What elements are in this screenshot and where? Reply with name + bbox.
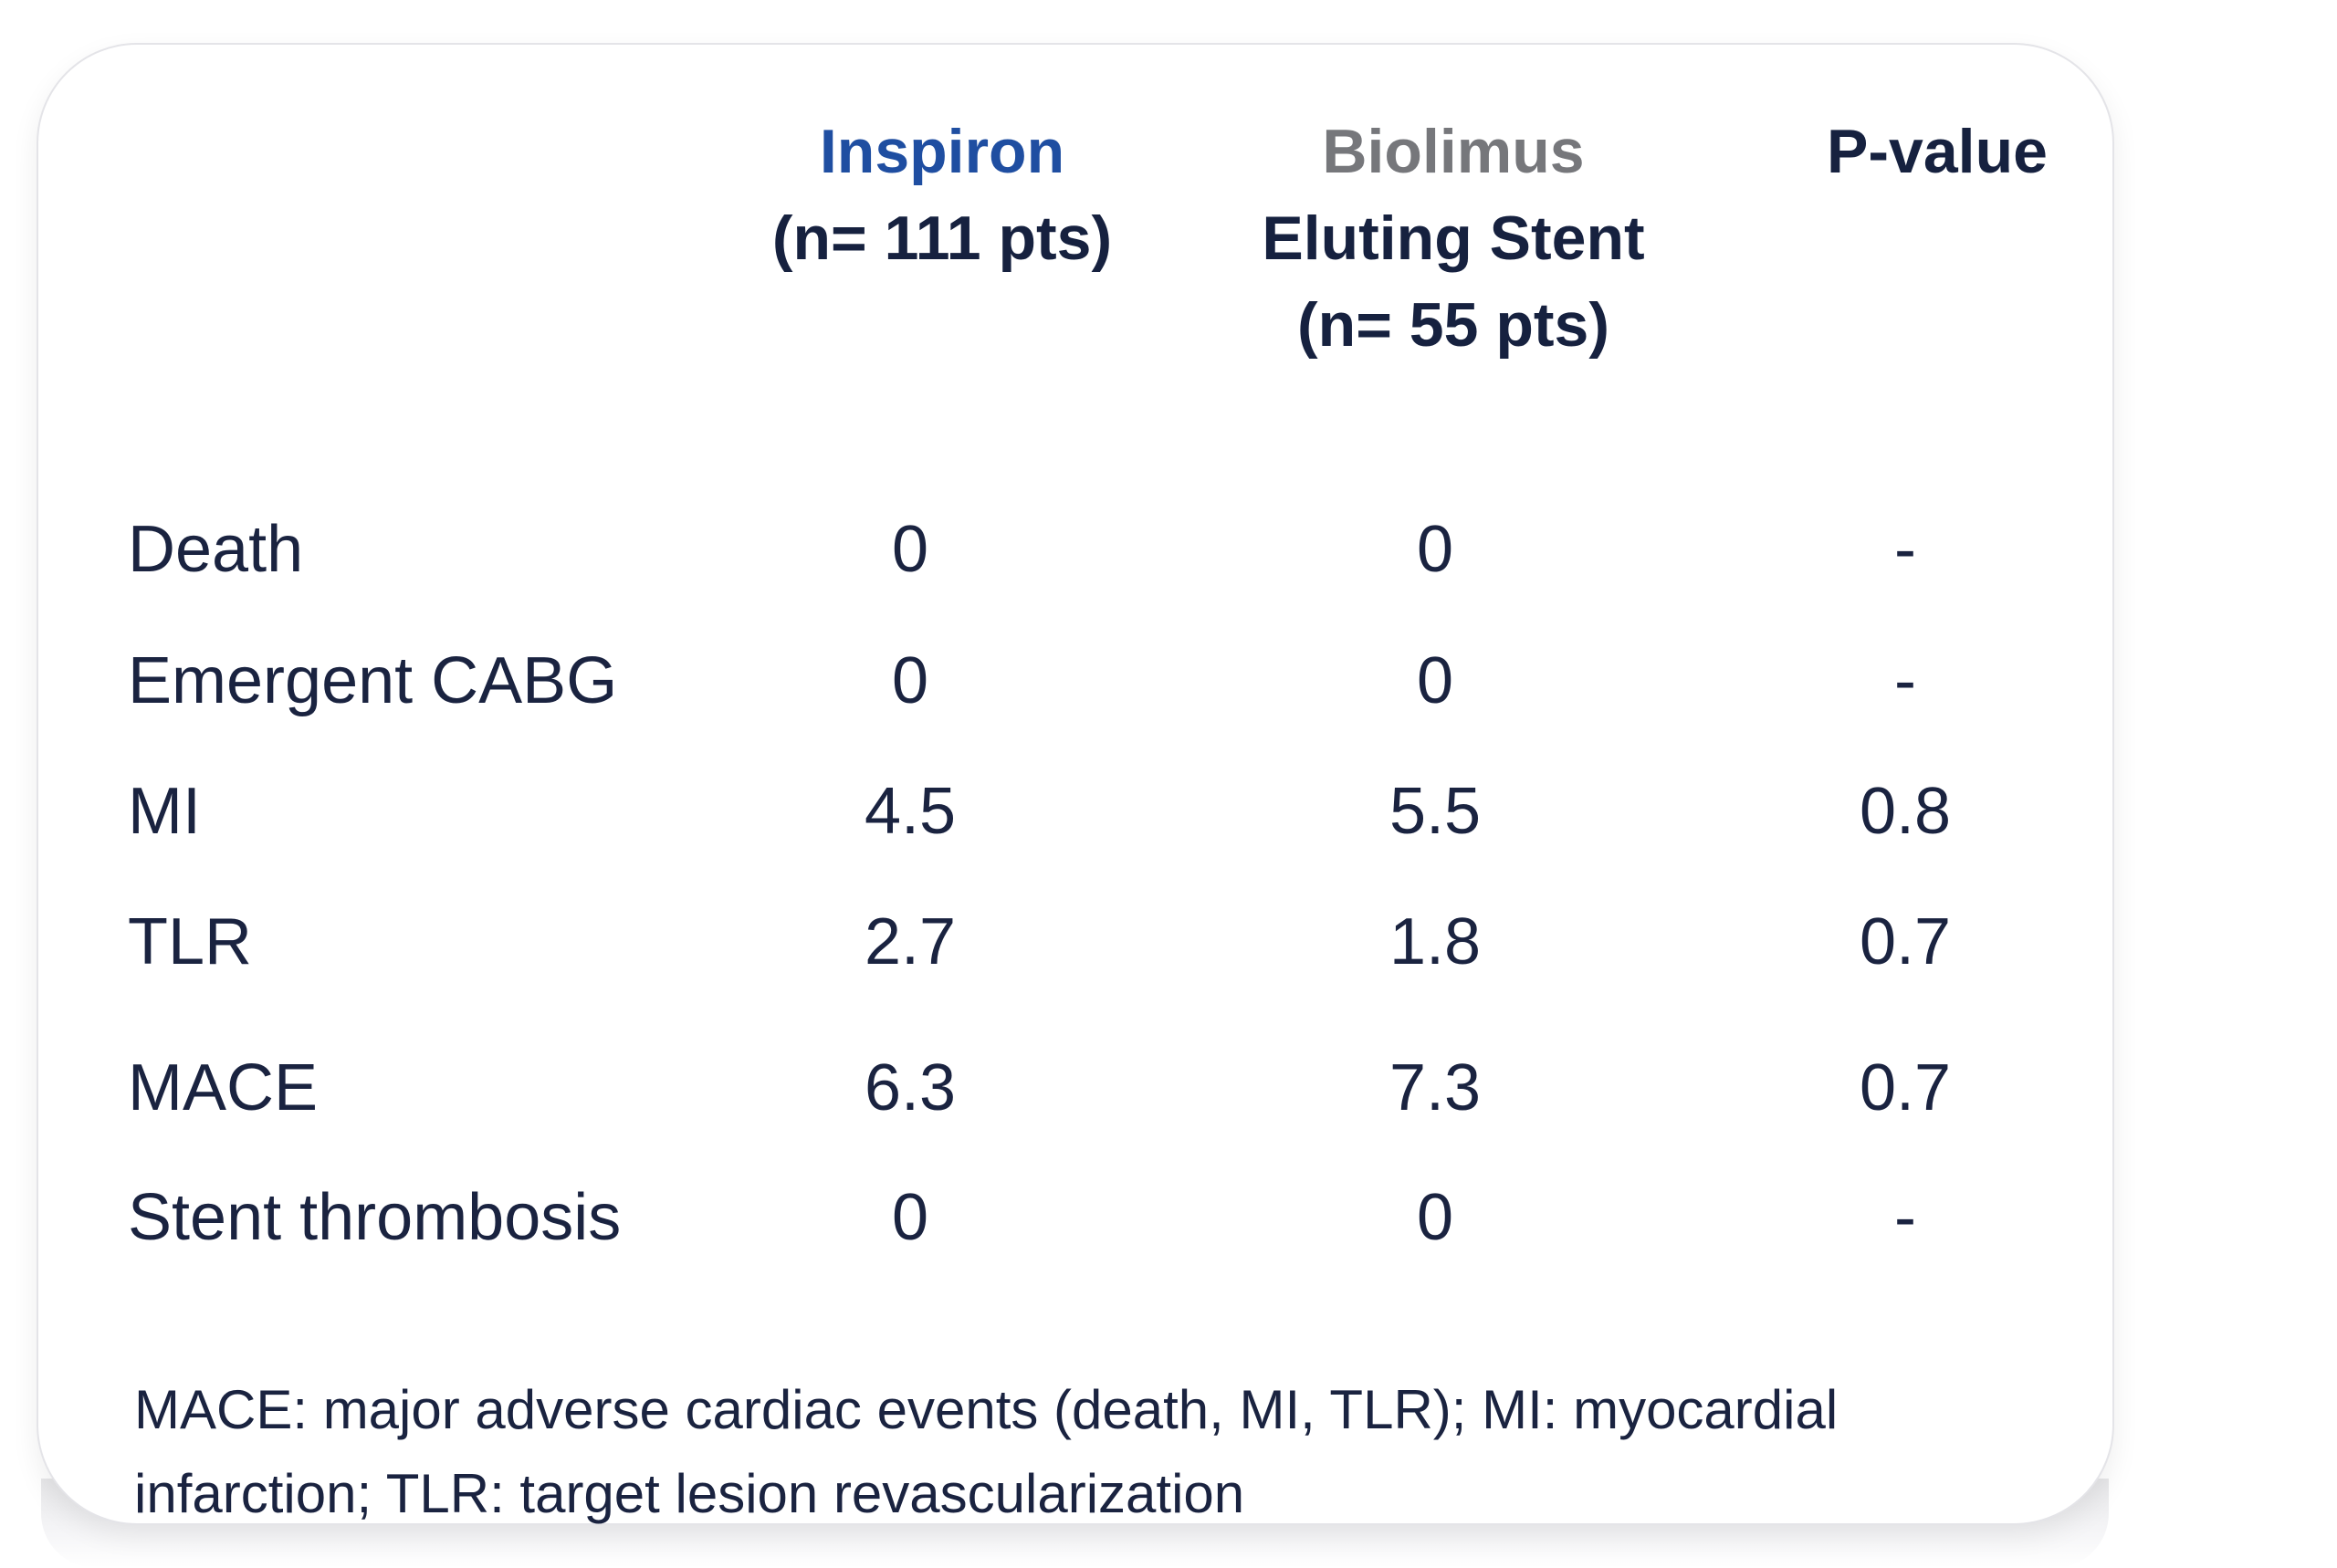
column-header-inspiron-n: (n= 111 pts) [771,204,1113,273]
table-cell: 4.5 [864,775,957,848]
table-cell: 2.7 [864,905,957,978]
column-header-inspiron-name: Inspiron [819,117,1065,186]
column-header-biolimus-subtitle: Eluting Stent [1262,204,1645,273]
table-cell: - [1894,644,1916,717]
table-cell: 1.8 [1389,905,1482,978]
row-label: TLR [128,905,253,978]
table-cell: 0.8 [1859,775,1952,848]
footnote-line-2: infarction; TLR: target lesion revascula… [134,1463,1245,1524]
row-label: Death [128,513,304,586]
column-header-biolimus: Biolimus Eluting Stent (n= 55 pts) [1152,109,1755,369]
table-cell: 7.3 [1389,1051,1482,1124]
column-header-biolimus-n: (n= 55 pts) [1297,290,1609,360]
table-cell: 0 [891,644,929,717]
row-label: MACE [128,1051,319,1124]
row-label: Emergent CABG [128,644,618,717]
column-header-p-value-label: P-value [1827,117,2048,186]
column-header-p-value: P-value [1709,109,2165,195]
outcomes-table-card: Inspiron (n= 111 pts) Biolimus Eluting S… [37,43,2114,1525]
table-cell: 0 [1416,644,1454,717]
table-cell: 0 [1416,1181,1454,1254]
table-cell: 0 [891,513,929,586]
table-cell: 0.7 [1859,1051,1952,1124]
row-label: MI [128,775,201,848]
row-label: Stent thrombosis [128,1181,622,1254]
table-cell: 6.3 [864,1051,957,1124]
table-cell: 0 [1416,513,1454,586]
table-cell: 0 [891,1181,929,1254]
table-cell: 5.5 [1389,775,1482,848]
table-cell: - [1894,1181,1916,1254]
footnote-line-1: MACE: major adverse cardiac events (deat… [134,1379,1839,1440]
column-header-inspiron: Inspiron (n= 111 pts) [668,109,1216,282]
footnote: MACE: major adverse cardiac events (deat… [134,1368,1960,1536]
table-cell: 0.7 [1859,905,1952,978]
column-header-biolimus-name: Biolimus [1322,117,1585,186]
table-cell: - [1894,513,1916,586]
outcomes-table: Inspiron (n= 111 pts) Biolimus Eluting S… [38,45,2112,1524]
